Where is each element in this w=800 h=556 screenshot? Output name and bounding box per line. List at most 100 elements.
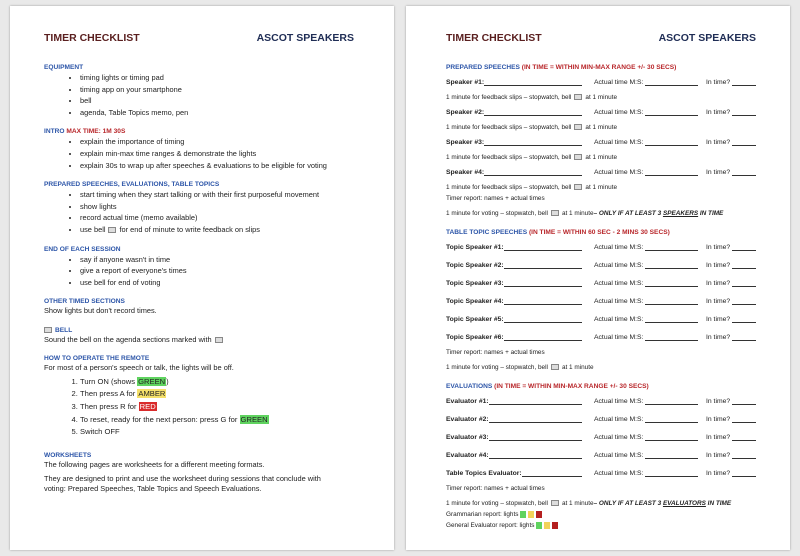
- text: at 1 minute: [561, 364, 594, 371]
- voting-note: 1 minute for voting – stopwatch, bell at …: [446, 363, 756, 372]
- in-time-field[interactable]: [732, 415, 756, 423]
- end-list: say if anyone wasn't in time give a repo…: [44, 254, 394, 289]
- heading-text: BELL: [55, 326, 73, 334]
- prepared-heading: PREPARED SPEECHES (IN TIME = WITHIN MIN-…: [446, 63, 756, 72]
- in-time-label: In time?: [706, 470, 731, 477]
- text: General Evaluator report: lights: [446, 522, 535, 529]
- remote-intro: For most of a person's speech or talk, t…: [44, 363, 234, 373]
- bell-icon: [108, 226, 117, 233]
- actual-time-field[interactable]: [645, 451, 698, 459]
- feedback-note: 1 minute for feedback slips – stopwatch,…: [446, 123, 756, 132]
- list-item: bell: [80, 95, 394, 107]
- name-field[interactable]: [503, 243, 582, 251]
- actual-time-field[interactable]: [645, 433, 698, 441]
- text: Sound the bell on the agenda sections ma…: [44, 334, 212, 344]
- name-field[interactable]: [503, 279, 582, 287]
- in-time-field[interactable]: [732, 433, 756, 441]
- in-time-field[interactable]: [732, 451, 756, 459]
- text: ): [166, 376, 169, 386]
- actual-time-field[interactable]: [645, 415, 698, 423]
- name-field[interactable]: [484, 168, 582, 176]
- name-field[interactable]: [488, 433, 582, 441]
- text: EVALUATORS: [662, 500, 706, 507]
- text: IN TIME: [698, 210, 724, 217]
- in-time-label: In time?: [706, 139, 731, 146]
- actual-time-field[interactable]: [645, 78, 698, 86]
- worksheets-text: They are designed to print and use the w…: [44, 474, 321, 493]
- bell-icon: [550, 364, 559, 371]
- actual-time-field[interactable]: [645, 315, 698, 323]
- green-highlight: GREEN: [239, 414, 269, 424]
- actual-time-field[interactable]: [645, 243, 698, 251]
- name-field[interactable]: [503, 297, 582, 305]
- actual-time-field[interactable]: [645, 333, 698, 341]
- name-field[interactable]: [484, 108, 582, 116]
- in-time-field[interactable]: [732, 297, 756, 305]
- in-time-field[interactable]: [732, 138, 756, 146]
- name-field[interactable]: [521, 469, 582, 477]
- timing-row: Topic Speaker #6: Actual time M:S: In ti…: [446, 333, 756, 342]
- in-time-field[interactable]: [732, 397, 756, 405]
- other-heading: OTHER TIMED SECTIONS: [44, 298, 125, 306]
- in-time-field[interactable]: [732, 261, 756, 269]
- row-label: Topic Speaker #1:: [446, 244, 504, 251]
- timer-report-note: Timer report: names + actual times: [446, 195, 545, 202]
- bell-icon: [574, 94, 583, 101]
- worksheets-text: The following pages are worksheets for a…: [44, 459, 265, 469]
- actual-time-field[interactable]: [645, 397, 698, 405]
- name-field[interactable]: [484, 78, 582, 86]
- row-label: Speaker #4:: [446, 169, 485, 176]
- name-field[interactable]: [484, 138, 582, 146]
- timing-row: Topic Speaker #5: Actual time M:S: In ti…: [446, 315, 756, 324]
- actual-time-field[interactable]: [645, 108, 698, 116]
- row-label: Topic Speaker #4:: [446, 298, 504, 305]
- text: 1 minute for voting – stopwatch, bell: [446, 364, 548, 371]
- actual-time-field[interactable]: [645, 297, 698, 305]
- in-time-label: In time?: [706, 169, 731, 176]
- name-field[interactable]: [503, 315, 582, 323]
- in-time-field[interactable]: [732, 279, 756, 287]
- name-field[interactable]: [503, 261, 582, 269]
- timing-form: PREPARED SPEECHES (IN TIME = WITHIN MIN-…: [446, 63, 756, 530]
- actual-time-label: Actual time M:S:: [594, 316, 644, 323]
- heading-text: PREPARED SPEECHES: [446, 64, 520, 71]
- in-time-label: In time?: [706, 398, 731, 405]
- list-item: say if anyone wasn't in time: [80, 254, 394, 266]
- in-time-field[interactable]: [732, 108, 756, 116]
- in-time-field[interactable]: [732, 78, 756, 86]
- in-time-field[interactable]: [732, 315, 756, 323]
- heading-text: TABLE TOPIC SPEECHES: [446, 229, 528, 236]
- green-highlight: GREEN: [137, 376, 167, 386]
- name-field[interactable]: [488, 451, 582, 459]
- in-time-field[interactable]: [732, 243, 756, 251]
- actual-time-field[interactable]: [645, 168, 698, 176]
- in-time-field[interactable]: [732, 168, 756, 176]
- list-item: explain 30s to wrap up after speeches & …: [80, 160, 394, 172]
- actual-time-label: Actual time M:S:: [594, 416, 644, 423]
- bell-text: Sound the bell on the agenda sections ma…: [44, 335, 394, 346]
- evaluations-heading: EVALUATIONS (IN TIME = WITHIN MIN-MAX RA…: [446, 382, 756, 391]
- row-label: Topic Speaker #3:: [446, 280, 504, 287]
- prepared-list: start timing when they start talking or …: [44, 189, 394, 235]
- actual-time-label: Actual time M:S:: [594, 109, 644, 116]
- timing-row: Speaker #1: Actual time M:S: In time?: [446, 78, 756, 87]
- actual-time-field[interactable]: [645, 279, 698, 287]
- name-field[interactable]: [488, 397, 582, 405]
- bell-icon: [550, 210, 559, 217]
- in-time-field[interactable]: [732, 333, 756, 341]
- row-label: Speaker #3:: [446, 139, 485, 146]
- grammarian-note: Grammarian report: lights: [446, 510, 756, 519]
- list-item: Turn ON (shows GREEN): [80, 376, 394, 389]
- actual-time-field[interactable]: [645, 138, 698, 146]
- in-time-field[interactable]: [732, 469, 756, 477]
- actual-time-label: Actual time M:S:: [594, 398, 644, 405]
- text: Turn ON (shows: [80, 376, 138, 386]
- actual-time-field[interactable]: [645, 469, 698, 477]
- row-label: Speaker #2:: [446, 109, 485, 116]
- name-field[interactable]: [488, 415, 582, 423]
- actual-time-field[interactable]: [645, 261, 698, 269]
- name-field[interactable]: [503, 333, 582, 341]
- worksheets-heading: WORKSHEETS: [44, 451, 92, 459]
- text: SPEAKERS: [662, 210, 699, 217]
- in-time-rule: (IN TIME = WITHIN MIN-MAX RANGE +/- 30 S…: [521, 64, 677, 71]
